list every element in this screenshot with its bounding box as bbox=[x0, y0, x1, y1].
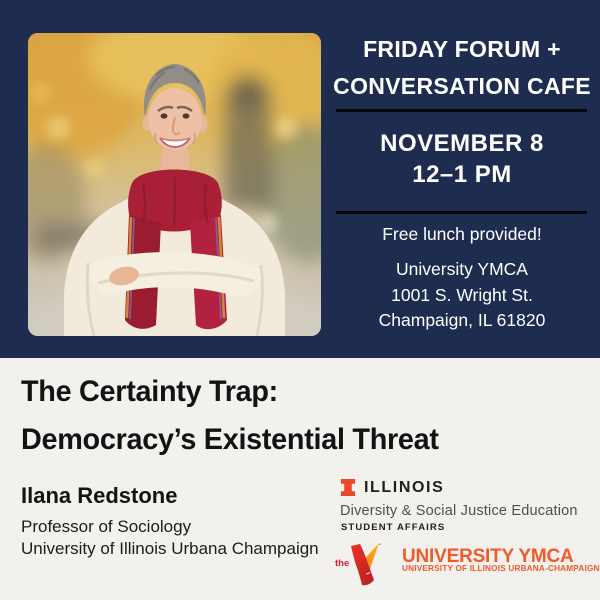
event-series-line1: FRIDAY FORUM + bbox=[363, 36, 561, 62]
venue-name: University YMCA bbox=[396, 259, 528, 279]
event-series-line2: CONVERSATION CAFE bbox=[333, 73, 591, 99]
ymca-the-label: the bbox=[335, 558, 350, 569]
speaker-photo bbox=[28, 33, 321, 336]
illinois-division-label: STUDENT AFFAIRS bbox=[341, 522, 446, 533]
illinois-logo: ILLINOIS bbox=[340, 478, 444, 497]
speaker-name: Ilana Redstone bbox=[21, 483, 178, 508]
event-title-line2: Democracy’s Existential Threat bbox=[21, 423, 439, 456]
event-series-heading: FRIDAY FORUM + CONVERSATION CAFE bbox=[330, 31, 594, 105]
event-title-line1: The Certainty Trap: bbox=[21, 375, 278, 408]
speaker-affiliation: University of Illinois Urbana Champaign bbox=[21, 539, 319, 558]
illinois-unit-label: Diversity & Social Justice Education bbox=[340, 503, 578, 519]
event-date: NOVEMBER 8 bbox=[380, 130, 544, 157]
speaker-photo-illustration bbox=[28, 33, 321, 336]
illinois-wordmark: ILLINOIS bbox=[364, 478, 445, 496]
divider-line-top bbox=[336, 109, 587, 112]
top-section: FRIDAY FORUM + CONVERSATION CAFE NOVEMBE… bbox=[0, 0, 600, 358]
venue-block: University YMCA 1001 S. Wright St. Champ… bbox=[330, 257, 594, 334]
illinois-block-i-icon bbox=[340, 479, 356, 496]
ymca-y-icon bbox=[351, 543, 381, 586]
event-time: 12–1 PM bbox=[412, 161, 512, 188]
ymca-name: UNIVERSITY YMCA bbox=[402, 546, 574, 567]
lunch-note: Free lunch provided! bbox=[382, 224, 542, 244]
divider-line-bottom bbox=[336, 211, 587, 214]
bottom-section: The Certainty Trap: Democracy’s Existent… bbox=[0, 358, 600, 600]
venue-city: Champaign, IL 61820 bbox=[378, 310, 546, 330]
ymca-subtitle: UNIVERSITY OF ILLINOIS URBANA-CHAMPAIGN bbox=[402, 564, 600, 573]
venue-street: 1001 S. Wright St. bbox=[391, 284, 533, 305]
speaker-role: Professor of Sociology bbox=[21, 517, 192, 536]
